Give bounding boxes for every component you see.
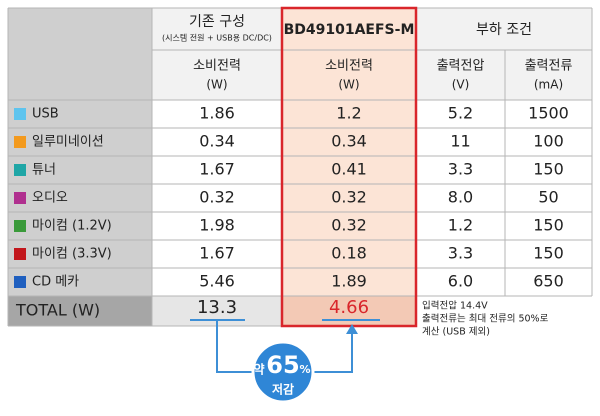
cell-value: 50 (538, 188, 558, 207)
note-line: 출력전류는 최대 전류의 50%로 (422, 313, 549, 325)
subheader-name: 출력전압 (437, 59, 485, 74)
cell-bg (416, 8, 592, 100)
cell-bg (282, 8, 416, 296)
cell-value: 150 (533, 244, 564, 263)
header-load: 부하 조건 (476, 22, 532, 38)
cell-value: 100 (533, 132, 564, 151)
row-label: 튜너 (32, 163, 56, 178)
cell-value: 8.0 (448, 188, 473, 207)
cell-value: 0.18 (331, 244, 367, 263)
row-label: 오디오 (32, 191, 68, 206)
row-label: 일루미네이션 (32, 135, 104, 150)
cell-texts: 기존 구성 (시스템 전원 + USB용 DC/DC) BD49101AEFS-M 부… (14, 14, 572, 338)
badge-value: 65 (266, 351, 299, 379)
cell-value: 3.3 (448, 244, 473, 263)
note-line: 입력전압 14.4V (422, 300, 488, 312)
cell-value: 1500 (528, 104, 569, 123)
cell-value: 1.98 (199, 216, 235, 235)
legend-square (14, 248, 26, 260)
cell-value: 0.34 (199, 132, 235, 151)
cell-value: 0.41 (331, 160, 367, 179)
header-product: BD49101AEFS-M (284, 22, 415, 38)
cell-value: 1.2 (336, 104, 361, 123)
cell-bg (8, 296, 152, 326)
cell-bg (152, 8, 282, 100)
subheader-name: 소비전력 (325, 59, 373, 74)
legend-square (14, 164, 26, 176)
legend-square (14, 220, 26, 232)
cell-bg (8, 8, 152, 296)
legend-square (14, 192, 26, 204)
cell-backgrounds (8, 8, 592, 326)
row-label: USB (32, 107, 59, 122)
cell-value: 650 (533, 272, 564, 291)
subheader-unit: (W) (206, 78, 227, 92)
cell-value: 1.67 (199, 160, 235, 179)
cell-value: 1.89 (331, 272, 367, 291)
reduction-arrows (190, 319, 380, 378)
cell-value: 1.2 (448, 216, 473, 235)
badge-circle (251, 340, 315, 404)
cell-value: 5.46 (199, 272, 235, 291)
badge-prefix: 약 (253, 362, 264, 377)
header-title: 기존 구성 (189, 14, 245, 30)
highlight-frame (280, 6, 418, 328)
grid-lines (7, 7, 593, 327)
cell-value: 150 (533, 216, 564, 235)
subheader-name: 소비전력 (193, 59, 241, 74)
badge-suffix: 저감 (272, 382, 294, 397)
cell-value: 0.32 (199, 188, 235, 207)
subheader-name: 출력전류 (525, 59, 573, 74)
subheader-unit: (V) (452, 78, 470, 92)
row-label: CD 메카 (32, 275, 79, 290)
total-label: TOTAL (W) (15, 301, 100, 320)
cell-value: 11 (450, 132, 470, 151)
legend-square (14, 108, 26, 120)
cell-value: 150 (533, 160, 564, 179)
legend-square (14, 276, 26, 288)
badge-unit: % (299, 363, 310, 376)
cell-value: 1.67 (199, 244, 235, 263)
cell-value: 1.86 (199, 104, 235, 123)
cell-value: 0.32 (331, 188, 367, 207)
subheader-unit: (W) (338, 78, 359, 92)
subheader-unit: (mA) (534, 78, 563, 92)
legend-square (14, 136, 26, 148)
total-value: 4.66 (329, 297, 369, 318)
note-line: 계산 (USB 제외) (422, 326, 490, 338)
cell-value: 0.34 (331, 132, 367, 151)
cell-value: 5.2 (448, 104, 473, 123)
cell-value: 0.32 (331, 216, 367, 235)
row-label: 마이컴 (1.2V) (32, 219, 112, 234)
header-subtitle: (시스템 전원 + USB용 DC/DC) (162, 33, 272, 43)
total-value: 13.3 (197, 297, 237, 318)
row-label: 마이컴 (3.3V) (32, 247, 112, 262)
cell-value: 6.0 (448, 272, 473, 291)
cell-value: 3.3 (448, 160, 473, 179)
